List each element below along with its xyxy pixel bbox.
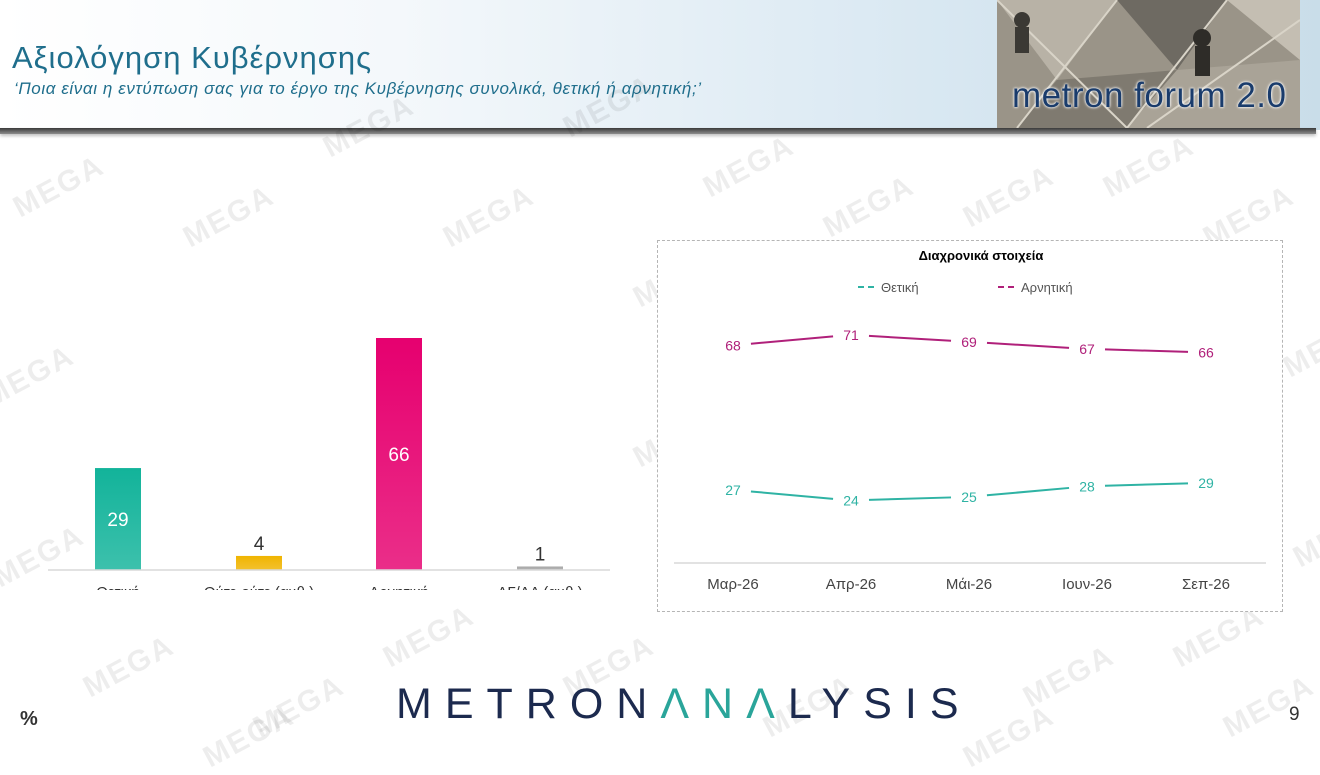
bar-4 <box>517 566 563 570</box>
watermark-text: MEGA <box>437 178 540 255</box>
watermark-text: MEGA <box>1097 128 1200 205</box>
logo-photo-pattern <box>997 0 1300 128</box>
series-segment <box>750 335 834 345</box>
logo-text: metron forum 2.0 <box>1012 76 1287 115</box>
x-axis-tick-label: Ιουν-26 <box>1062 576 1112 593</box>
bar-category-label: ΔΓ/ΔΑ (αυθ.) <box>497 584 582 590</box>
bar-category-label: Αρνητική <box>369 584 428 590</box>
watermark-text: MEGA <box>957 698 1060 775</box>
line-point-label: 29 <box>1198 475 1214 491</box>
watermark-text: MEGA <box>77 628 180 705</box>
series-segment <box>750 490 834 500</box>
series-segment <box>868 334 952 342</box>
line-point-label: 68 <box>725 337 741 353</box>
watermark-text: MEGA <box>1217 668 1320 745</box>
page-subtitle: ‘Ποια είναι η εντύπωση σας για το έργο τ… <box>14 79 702 98</box>
legend-label: Θετική <box>881 280 919 295</box>
metron-analysis-logo: METRONΛNΛLYSIS <box>396 680 972 729</box>
line-point-label: 67 <box>1079 341 1095 357</box>
percent-label: % <box>20 708 38 730</box>
brand-part3: LYSIS <box>787 680 972 728</box>
page-number: 9 <box>1289 704 1300 725</box>
line-chart: Διαχρονικά στοιχεία Θετική Αρνητική 27 24 2… <box>674 248 1266 593</box>
watermark-text: MEGA <box>1287 498 1320 575</box>
x-axis-tick-label: Απρ-26 <box>826 576 877 593</box>
x-axis-tick-label: Μαρ-26 <box>707 576 758 593</box>
line-point-label: 66 <box>1198 344 1214 360</box>
line-point-label: 69 <box>961 334 977 350</box>
metron-forum-logo-image <box>997 0 1300 128</box>
bar-3 <box>376 338 422 570</box>
watermark-text: MEGA <box>1277 308 1320 385</box>
watermark-text: MEGA <box>697 128 800 205</box>
brand-part2: ΛNΛ <box>660 680 788 728</box>
bar-category-label: Θετική <box>96 584 139 590</box>
watermark-text: MEGA <box>197 698 300 775</box>
series-segment <box>986 486 1070 497</box>
x-axis-tick-label: Σεπ-26 <box>1182 576 1230 593</box>
series-segment <box>1104 482 1189 487</box>
bar-value-label: 4 <box>254 534 265 555</box>
watermark-text: MEGA <box>377 598 480 675</box>
watermark-text: MEGA <box>817 168 920 245</box>
bar-2 <box>236 555 282 570</box>
line-point-label: 27 <box>725 482 741 498</box>
trend-chart-frame: Διαχρονικά στοιχεία Θετική Αρνητική 27 24 2… <box>657 240 1283 612</box>
bar-value-label: 66 <box>388 445 409 466</box>
series-segment <box>868 496 952 501</box>
legend-label: Αρνητική <box>1021 280 1073 295</box>
header-divider <box>0 128 1316 134</box>
bar-1 <box>95 468 141 570</box>
line-point-label: 71 <box>843 327 859 343</box>
line-point-label: 25 <box>961 489 977 505</box>
watermark-text: MEGA <box>957 158 1060 235</box>
bar-value-label: 1 <box>535 544 546 565</box>
line-chart-title: Διαχρονικά στοιχεία <box>919 248 1044 263</box>
bar-value-label: 29 <box>107 510 128 531</box>
series-segment <box>1104 348 1189 353</box>
page-title: Αξιολόγηση Κυβέρνησης <box>12 40 373 75</box>
watermark-text: MEGA <box>177 178 280 255</box>
line-point-label: 28 <box>1079 478 1095 494</box>
series-segment <box>986 341 1070 349</box>
watermark-text: MEGA <box>7 148 110 225</box>
bar-category-label: Ούτε-ούτε (αυθ.) <box>204 584 314 590</box>
bar-chart: 29 Θετική 4 Ούτε-ούτε (αυθ.) 66 Αρνητική 1 ΔΓ/Δ… <box>48 338 610 590</box>
brand-part1: METRON <box>396 680 661 728</box>
line-point-label: 24 <box>843 492 859 508</box>
x-axis-tick-label: Μάι-26 <box>946 576 992 593</box>
